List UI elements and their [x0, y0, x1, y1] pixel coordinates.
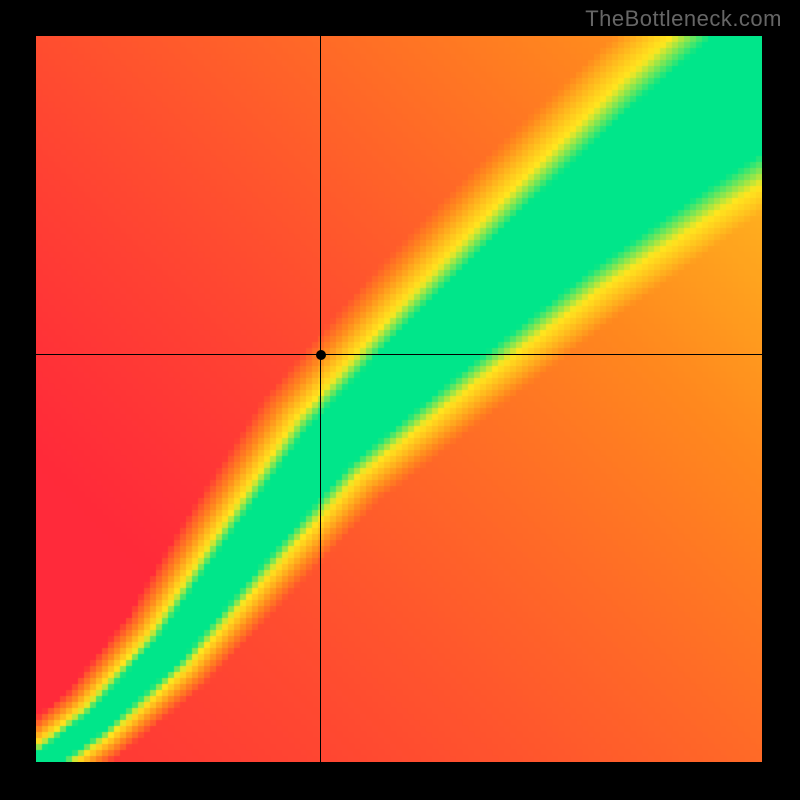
watermark: TheBottleneck.com: [585, 6, 782, 32]
heatmap-canvas: [36, 36, 762, 762]
plot-area: [36, 36, 762, 762]
